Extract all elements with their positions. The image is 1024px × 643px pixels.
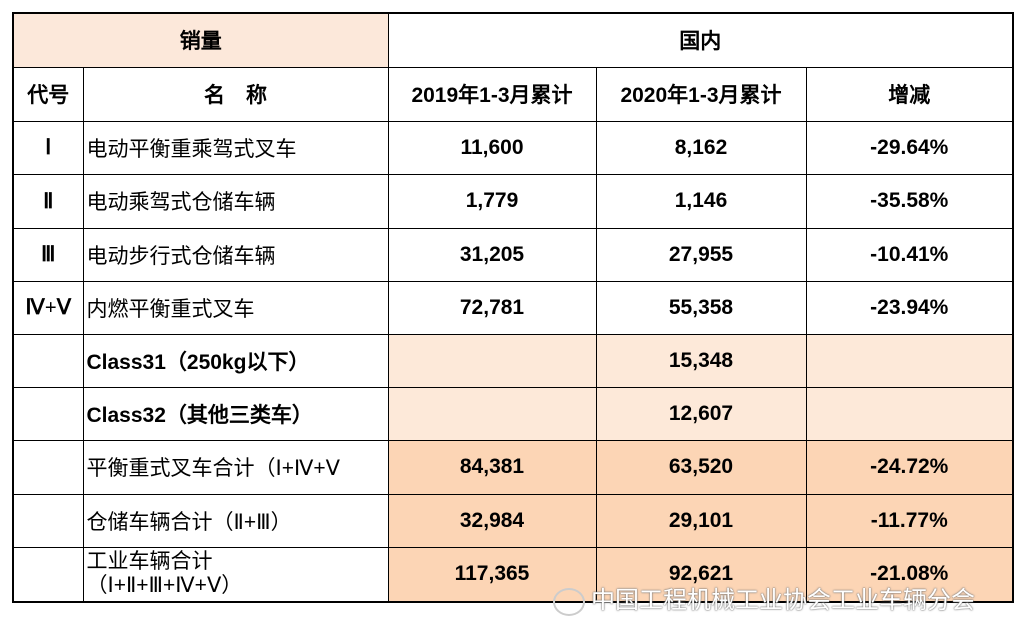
code-cell	[12, 493, 84, 548]
value-2020-cell: 8,162	[595, 120, 807, 175]
code-cell: Ⅱ	[12, 173, 84, 229]
change-cell	[805, 333, 1014, 388]
table-row: Ⅰ 电动平衡重乘驾式叉车 11,600 8,162 -29.64%	[12, 120, 1014, 175]
watermark: 中国工程机械工业协会工业车辆分会	[553, 580, 975, 616]
value-2020-cell: 55,358	[595, 280, 807, 335]
value-2020-cell: 15,348	[595, 333, 807, 388]
code-cell	[12, 546, 84, 603]
sales-table: 销量 国内 代号 名 称 2019年1-3月累计 2020年1-3月累计 增减 …	[12, 12, 1014, 603]
col-header-code: 代号	[12, 66, 84, 122]
table-row: Ⅱ 电动乘驾式仓储车辆 1,779 1,146 -35.58%	[12, 173, 1014, 229]
name-cell: Class31（250kg以下）	[82, 333, 389, 388]
code-cell	[12, 439, 84, 495]
group-header-domestic: 国内	[387, 12, 1014, 68]
name-cell: 工业车辆合计 （Ⅰ+Ⅱ+Ⅲ+Ⅳ+Ⅴ）	[82, 546, 389, 603]
value-2019-cell: 84,381	[387, 439, 597, 495]
table-row: Class31（250kg以下） 15,348	[12, 333, 1014, 388]
change-cell: -35.58%	[805, 173, 1014, 229]
table-row: 平衡重式叉车合计（Ⅰ+Ⅳ+Ⅴ 84,381 63,520 -24.72%	[12, 439, 1014, 495]
value-2019-cell	[387, 386, 597, 441]
value-2019-cell: 1,779	[387, 173, 597, 229]
watermark-text: 中国工程机械工业协会工业车辆分会	[591, 587, 975, 614]
table-row: Class32（其他三类车） 12,607	[12, 386, 1014, 441]
value-2020-cell: 1,146	[595, 173, 807, 229]
value-2020-cell: 27,955	[595, 227, 807, 282]
name-cell: Class32（其他三类车）	[82, 386, 389, 441]
value-2020-cell: 12,607	[595, 386, 807, 441]
change-cell: -29.64%	[805, 120, 1014, 175]
name-cell: 电动步行式仓储车辆	[82, 227, 389, 282]
table-row: 仓储车辆合计（Ⅱ+Ⅲ） 32,984 29,101 -11.77%	[12, 493, 1014, 548]
name-cell: 电动乘驾式仓储车辆	[82, 173, 389, 229]
value-2019-cell	[387, 333, 597, 388]
change-cell: -21.08%	[805, 546, 1014, 603]
table-row: Ⅳ+Ⅴ 内燃平衡重式叉车 72,781 55,358 -23.94%	[12, 280, 1014, 335]
name-cell: 内燃平衡重式叉车	[82, 280, 389, 335]
col-header-name: 名 称	[82, 66, 389, 122]
change-cell: -23.94%	[805, 280, 1014, 335]
col-header-2019: 2019年1-3月累计	[387, 66, 597, 122]
name-line-2: （Ⅰ+Ⅱ+Ⅲ+Ⅳ+Ⅴ）	[86, 574, 243, 598]
value-2020-cell: 29,101	[595, 493, 807, 548]
change-cell	[805, 386, 1014, 441]
col-header-2020: 2020年1-3月累计	[595, 66, 807, 122]
value-2019-cell: 72,781	[387, 280, 597, 335]
group-header-sales: 销量	[12, 12, 389, 68]
code-cell: Ⅲ	[12, 227, 84, 282]
value-2020-cell: 92,621	[595, 546, 807, 603]
wechat-icon	[553, 587, 585, 616]
col-header-change: 增减	[805, 66, 1014, 122]
value-2019-cell: 11,600	[387, 120, 597, 175]
code-cell	[12, 386, 84, 441]
name-cell: 仓储车辆合计（Ⅱ+Ⅲ）	[82, 493, 389, 548]
value-2019-cell: 31,205	[387, 227, 597, 282]
code-cell: Ⅰ	[12, 120, 84, 175]
name-line-1: 工业车辆合计	[86, 550, 213, 574]
code-cell: Ⅳ+Ⅴ	[12, 280, 84, 335]
change-cell: -24.72%	[805, 439, 1014, 495]
value-2019-cell: 32,984	[387, 493, 597, 548]
code-cell	[12, 333, 84, 388]
name-cell: 平衡重式叉车合计（Ⅰ+Ⅳ+Ⅴ	[82, 439, 389, 495]
change-cell: -10.41%	[805, 227, 1014, 282]
change-cell: -11.77%	[805, 493, 1014, 548]
name-cell: 电动平衡重乘驾式叉车	[82, 120, 389, 175]
value-2020-cell: 63,520	[595, 439, 807, 495]
table-row: 工业车辆合计 （Ⅰ+Ⅱ+Ⅲ+Ⅳ+Ⅴ） 117,365 92,621 -21.08%	[12, 546, 1014, 603]
table-row: Ⅲ 电动步行式仓储车辆 31,205 27,955 -10.41%	[12, 227, 1014, 282]
